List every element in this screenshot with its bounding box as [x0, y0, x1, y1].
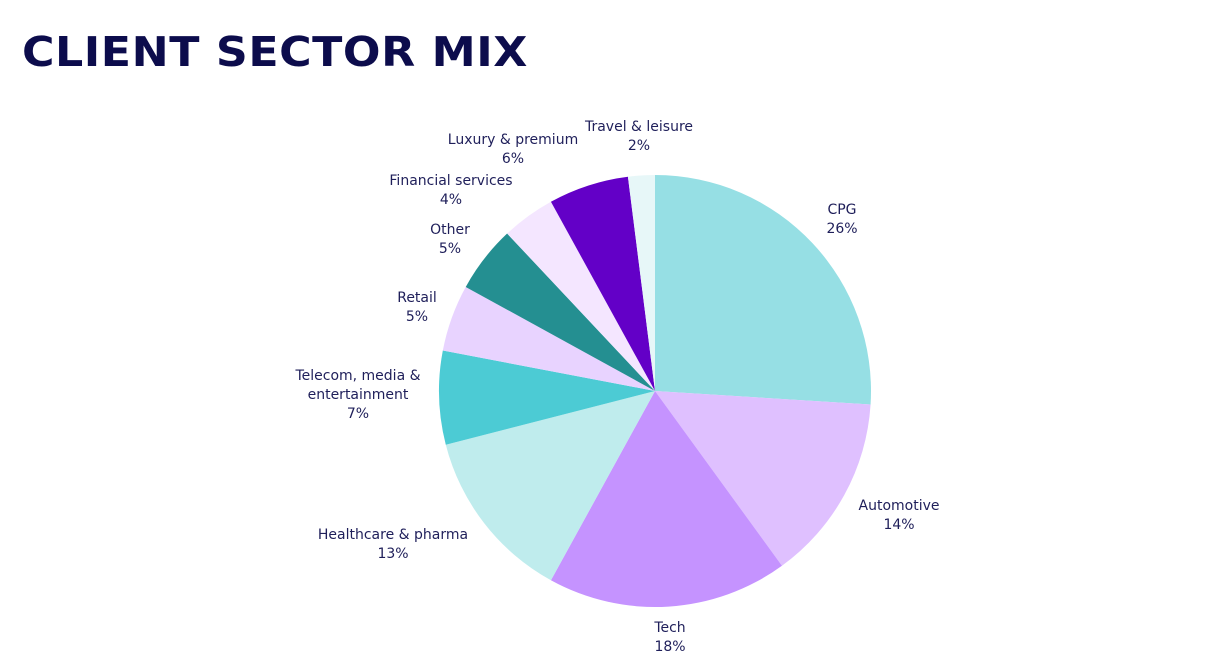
label-retail: Retail 5% [397, 290, 437, 325]
label-automotive: Automotive 14% [859, 498, 940, 533]
label-cpg: CPG 26% [826, 202, 857, 237]
slice-name-label: Automotive [859, 498, 940, 514]
slice-automotive [655, 391, 871, 566]
slice-name-label: CPG [827, 202, 856, 218]
slice-value-label: 2% [628, 138, 650, 154]
slice-name-label: Retail [397, 290, 437, 306]
slice-telecom-media-and-entertainment [439, 350, 655, 445]
slice-value-label: 14% [883, 517, 914, 533]
slice-travel-and-leisure [627, 175, 655, 391]
slice-value-label: 5% [406, 309, 428, 325]
slice-name-label: Other [430, 222, 470, 238]
slice-value-label: 26% [826, 221, 857, 237]
slice-value-label: 4% [440, 192, 462, 208]
slice-name-label: Healthcare & pharma [318, 527, 468, 543]
slice-cpg [655, 175, 871, 405]
pie-slices [439, 175, 871, 607]
page-title: CLIENT SECTOR MIX [22, 28, 528, 76]
slice-value-label: 5% [439, 241, 461, 257]
slice-name-label: Telecom, media & [294, 368, 420, 384]
slice-name-label: Travel & leisure [584, 119, 693, 135]
slice-financial-services [507, 201, 655, 391]
slice-name-label: Tech [653, 620, 685, 636]
slice-value-label: 13% [377, 546, 408, 562]
label-tech: Tech 18% [653, 620, 685, 655]
slice-value-label: 18% [654, 639, 685, 655]
label-travel-and-leisure: Travel & leisure 2% [584, 119, 693, 154]
slice-name-label: entertainment [308, 387, 409, 403]
slice-name-label: Financial services [389, 173, 512, 189]
slice-name-label: Luxury & premium [448, 132, 578, 148]
pie-labels: CPG 26% Automotive 14% Tech 18% Healthcare & p… [294, 119, 939, 655]
slice-retail [442, 286, 655, 391]
slice-value-label: 7% [347, 406, 369, 422]
label-other: Other 5% [430, 222, 470, 257]
label-telecom-media-and-entertainment: Telecom, media & entertainment 7% [294, 368, 420, 422]
label-financial-services: Financial services 4% [389, 173, 512, 208]
slice-value-label: 6% [502, 151, 524, 167]
slice-luxury-and-premium [550, 176, 655, 391]
label-healthcare-and-pharma: Healthcare & pharma 13% [318, 527, 468, 562]
slice-other [465, 233, 655, 391]
slice-healthcare-and-pharma [445, 391, 655, 581]
slice-tech [550, 391, 782, 607]
label-luxury-and-premium: Luxury & premium 6% [448, 132, 578, 167]
